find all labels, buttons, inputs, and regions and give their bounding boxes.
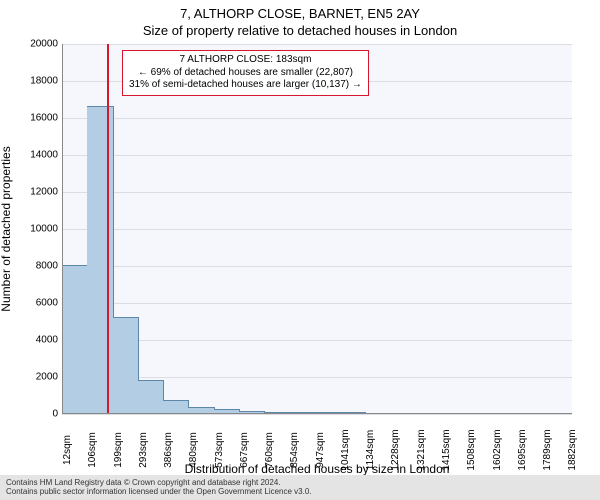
y-tick-label: 20000 — [2, 39, 58, 50]
annotation-line: 31% of semi-detached houses are larger (… — [129, 79, 362, 92]
y-tick-label: 0 — [2, 409, 58, 420]
chart-subtitle: Size of property relative to detached ho… — [0, 21, 600, 38]
footer-attribution: Contains HM Land Registry data © Crown c… — [0, 475, 600, 500]
footer-line-2: Contains public sector information licen… — [6, 487, 594, 497]
y-tick-label: 6000 — [2, 298, 58, 309]
plot-background — [62, 44, 572, 414]
gridline — [62, 44, 572, 45]
histogram-bar — [87, 106, 113, 414]
y-tick-label: 4000 — [2, 335, 58, 346]
gridline — [62, 155, 572, 156]
chart-title: 7, ALTHORP CLOSE, BARNET, EN5 2AY — [0, 0, 600, 21]
footer-line-1: Contains HM Land Registry data © Crown c… — [6, 478, 594, 488]
marker-line — [107, 44, 109, 414]
y-axis: 0200040006000800010000120001400016000180… — [0, 44, 62, 414]
annotation-box: 7 ALTHORP CLOSE: 183sqm← 69% of detached… — [122, 50, 369, 96]
plot-area: 7 ALTHORP CLOSE: 183sqm← 69% of detached… — [62, 44, 572, 414]
histogram-bar — [113, 317, 139, 414]
gridline — [62, 192, 572, 193]
gridline — [62, 229, 572, 230]
x-tick-label: 12sqm — [62, 435, 73, 465]
chart-container: 7, ALTHORP CLOSE, BARNET, EN5 2AY Size o… — [0, 0, 600, 500]
x-axis: 12sqm106sqm199sqm293sqm386sqm480sqm573sq… — [62, 414, 572, 464]
gridline — [62, 303, 572, 304]
y-tick-label: 2000 — [2, 372, 58, 383]
y-tick-label: 16000 — [2, 113, 58, 124]
gridline — [62, 118, 572, 119]
y-tick-label: 12000 — [2, 187, 58, 198]
annotation-line: ← 69% of detached houses are smaller (22… — [129, 67, 362, 80]
y-tick-label: 14000 — [2, 150, 58, 161]
histogram-bar — [62, 265, 88, 414]
y-tick-label: 18000 — [2, 76, 58, 87]
y-tick-label: 8000 — [2, 261, 58, 272]
y-tick-label: 10000 — [2, 224, 58, 235]
y-axis-line — [62, 44, 63, 414]
annotation-line: 7 ALTHORP CLOSE: 183sqm — [129, 54, 362, 67]
histogram-bar — [138, 380, 164, 414]
histogram-bar — [163, 400, 189, 414]
gridline — [62, 266, 572, 267]
